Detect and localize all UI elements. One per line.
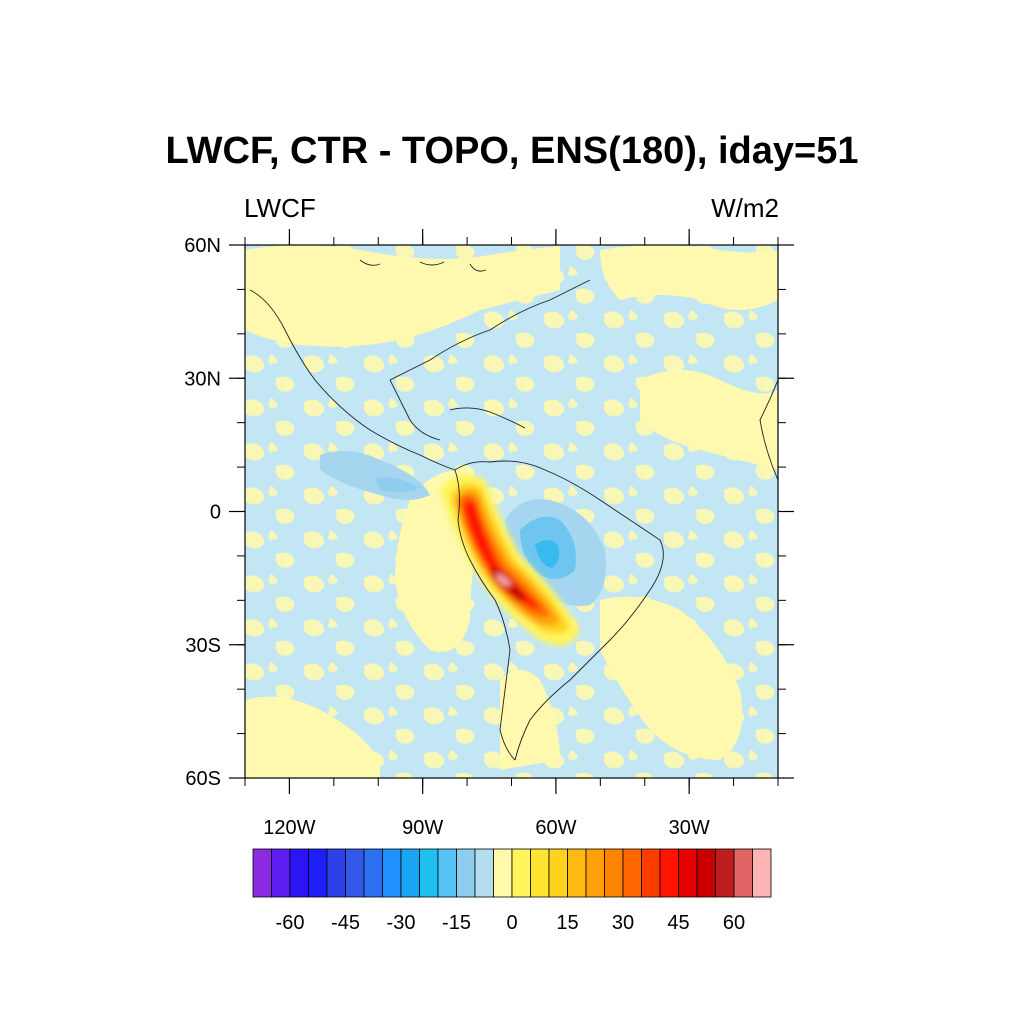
colorbar-swatch — [400, 848, 420, 898]
colorbar-label: -30 — [387, 912, 416, 934]
colorbar-swatch — [622, 848, 642, 898]
positive-region-south-atlantic — [600, 596, 743, 760]
lat-tick-label: 30S — [185, 635, 221, 657]
colorbar-label: 30 — [612, 912, 634, 934]
colorbar-swatch — [271, 848, 291, 898]
negative-region-east-pacific-core — [375, 477, 420, 493]
colorbar-swatch — [419, 848, 439, 898]
colorbar-swatch — [752, 848, 772, 898]
colorbar-swatch — [604, 848, 624, 898]
colorbar-label: -15 — [442, 912, 471, 934]
colorbar-swatch — [567, 848, 587, 898]
lon-tick-label: 60W — [535, 817, 576, 839]
map-axes: 60N 30N 0 30S 60S 120W 90W 60W 30W — [184, 229, 794, 839]
colorbar-swatch — [437, 848, 457, 898]
colorbar: -60 -45 -30 -15 0 15 30 45 60 — [252, 848, 772, 934]
colorbar-label: -60 — [276, 912, 305, 934]
colorbar-swatch — [345, 848, 365, 898]
colorbar-swatch — [585, 848, 605, 898]
colorbar-swatch — [530, 848, 550, 898]
colorbar-label: -45 — [331, 912, 360, 934]
chart-title: LWCF, CTR - TOPO, ENS(180), iday=51 — [166, 130, 859, 172]
lon-tick-label: 120W — [263, 817, 315, 839]
colorbar-swatch — [493, 848, 513, 898]
colorbar-swatch — [326, 848, 346, 898]
colorbar-swatch — [456, 848, 476, 898]
colorbar-swatch — [363, 848, 383, 898]
colorbar-swatch — [382, 848, 402, 898]
colorbar-label: 45 — [667, 912, 689, 934]
colorbar-swatch — [548, 848, 568, 898]
lat-tick-label: 60S — [185, 768, 221, 790]
lon-tick-label: 90W — [402, 817, 443, 839]
colorbar-label: 60 — [723, 912, 745, 934]
positive-region-tropical-atlantic — [640, 370, 778, 470]
positive-region-north-atlantic — [600, 245, 778, 310]
colorbar-swatch — [659, 848, 679, 898]
colorbar-swatch — [474, 848, 494, 898]
positive-region-north-america — [245, 245, 560, 347]
colorbar-swatch — [678, 848, 698, 898]
lat-tick-label: 60N — [184, 235, 221, 257]
coastlines — [249, 259, 778, 761]
andes-anomaly — [440, 474, 580, 646]
negative-region-amazon-core — [535, 540, 560, 568]
lat-tick-label: 0 — [210, 502, 221, 524]
colorbar-swatch — [733, 848, 753, 898]
lon-tick-label: 30W — [669, 817, 710, 839]
colorbar-swatch — [252, 848, 272, 898]
positive-region-south-pacific — [245, 696, 380, 778]
map-field — [245, 245, 778, 778]
lat-tick-label: 30N — [184, 368, 221, 390]
colorbar-label: 0 — [506, 912, 517, 934]
colorbar-label: 15 — [556, 912, 578, 934]
colorbar-swatch — [289, 848, 309, 898]
colorbar-swatch — [308, 848, 328, 898]
colorbar-swatch — [511, 848, 531, 898]
colorbar-swatch — [641, 848, 661, 898]
colorbar-swatch — [696, 848, 716, 898]
variable-label: LWCF — [244, 193, 316, 223]
units-label: W/m2 — [711, 193, 779, 223]
colorbar-swatch — [715, 848, 735, 898]
